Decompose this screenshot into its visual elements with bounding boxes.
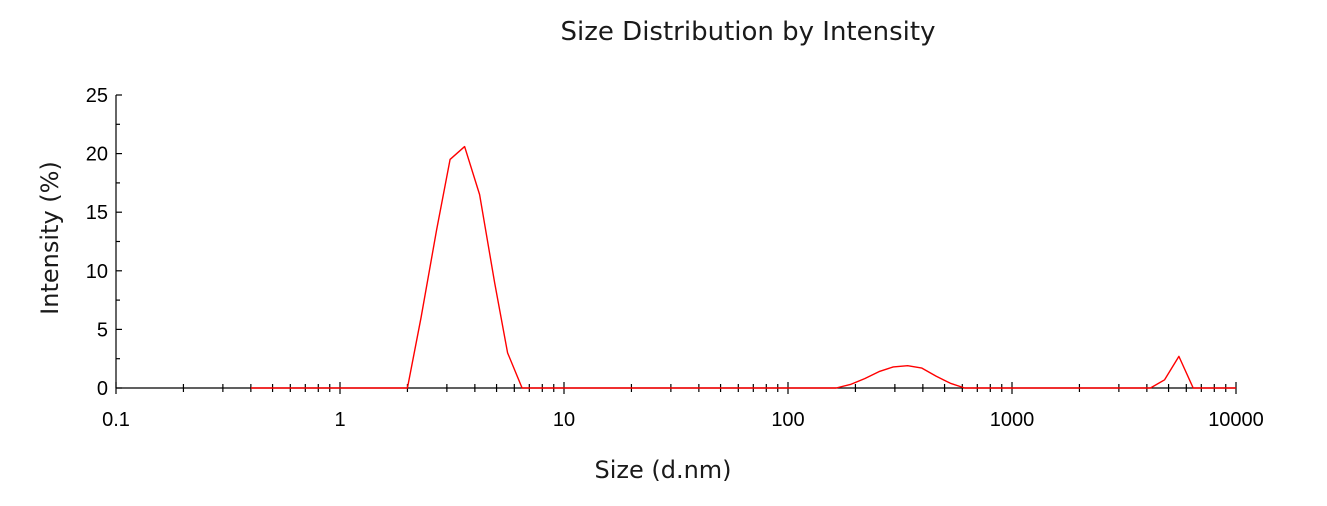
- chart-title: Size Distribution by Intensity: [561, 17, 936, 47]
- y-tick-label: 15: [86, 202, 108, 224]
- x-tick-label: 100: [771, 409, 804, 431]
- series-layer: [250, 145, 1236, 389]
- y-tick-label: 10: [86, 261, 108, 283]
- y-axis-label: Intensity (%): [36, 161, 64, 315]
- x-tick-label: 0.1: [102, 409, 130, 431]
- y-tick-label: 5: [97, 319, 108, 341]
- y-tick-label: 20: [86, 144, 108, 166]
- x-axis-ticks: 0.1 1 10 100 1000 10000: [102, 382, 1264, 431]
- y-axis-ticks: 0 5 10 15 20 25: [86, 85, 122, 400]
- x-tick-label: 10: [553, 409, 575, 431]
- y-tick-label: 25: [86, 85, 108, 107]
- intensity-series-line: [250, 145, 1236, 389]
- x-tick-label: 1000: [990, 409, 1035, 431]
- y-tick-label: 0: [97, 378, 108, 400]
- x-tick-label: 10000: [1208, 409, 1264, 431]
- x-tick-label: 1: [334, 409, 345, 431]
- x-axis-label: Size (d.nm): [594, 456, 731, 484]
